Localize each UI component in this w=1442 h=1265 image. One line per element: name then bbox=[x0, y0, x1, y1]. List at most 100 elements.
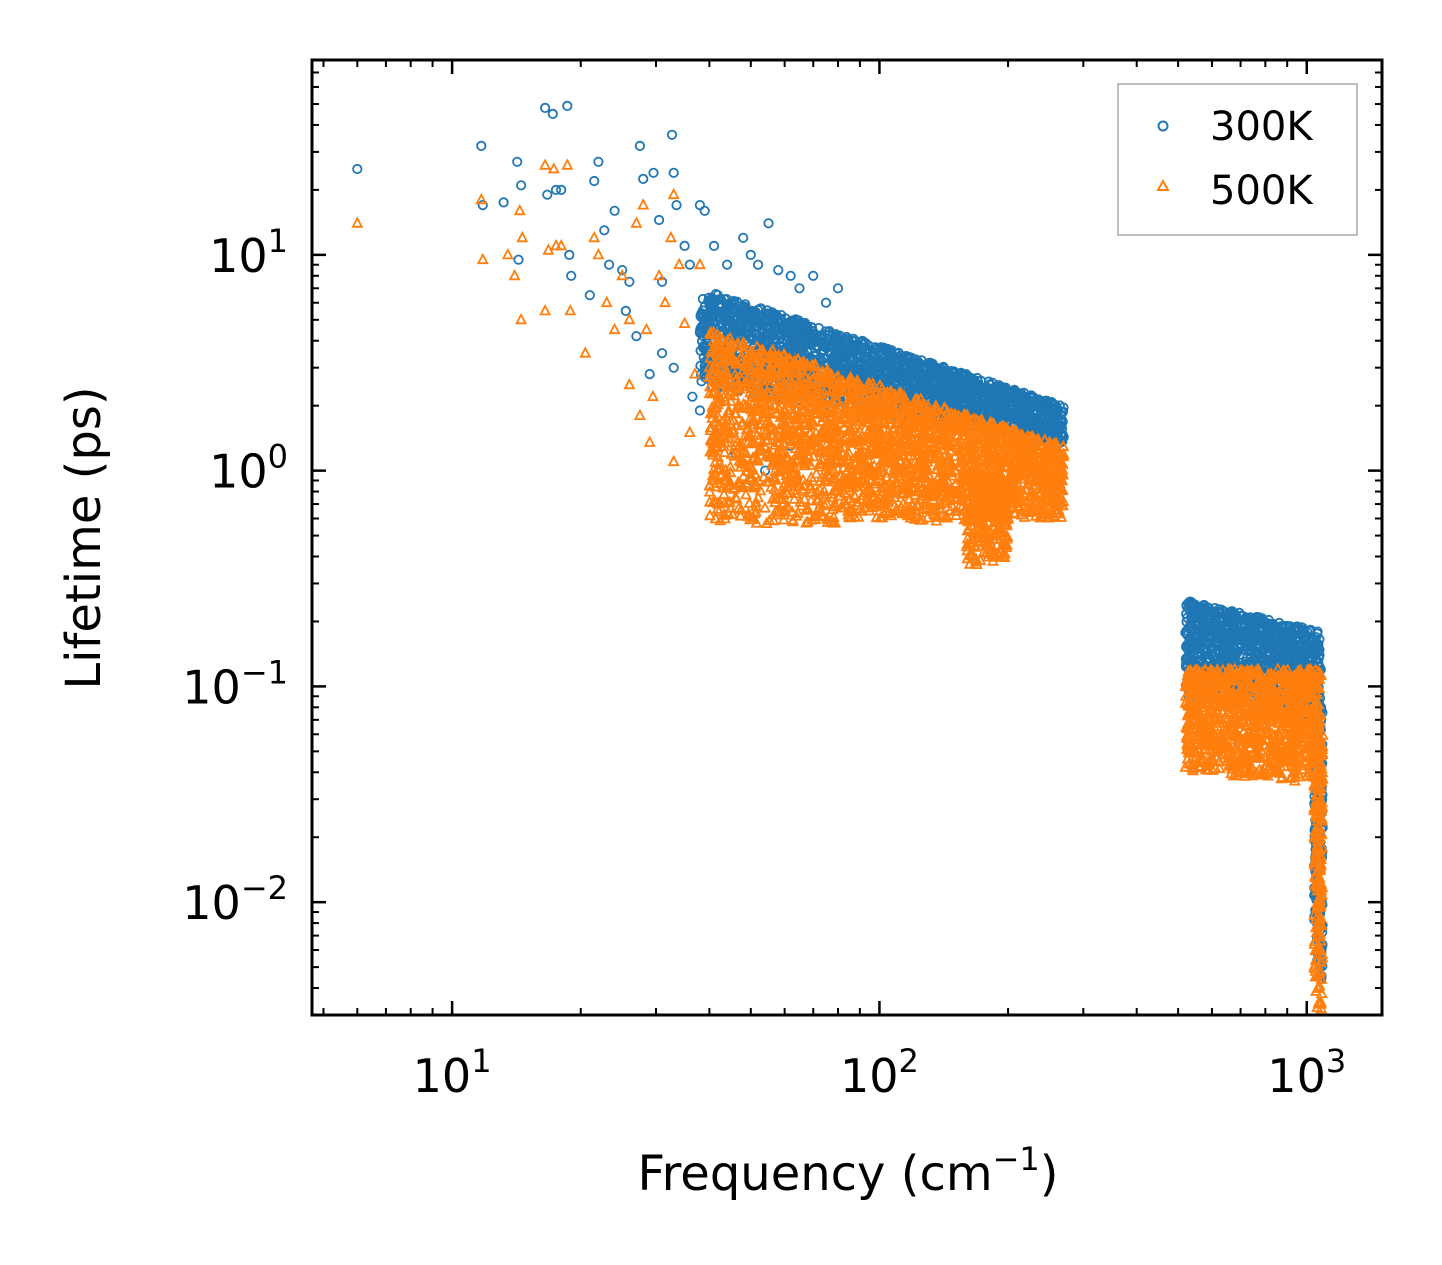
data-point-300k bbox=[687, 391, 698, 402]
data-point-300k bbox=[708, 306, 719, 317]
data-point-300k bbox=[954, 395, 965, 406]
data-point-300k bbox=[739, 334, 751, 345]
data-point-300k bbox=[1291, 631, 1303, 643]
data-point-500k bbox=[475, 192, 488, 205]
data-point-300k bbox=[668, 362, 679, 373]
data-point-300k bbox=[829, 356, 841, 368]
scatter-points bbox=[351, 100, 1329, 1014]
data-point-300k bbox=[1282, 653, 1293, 665]
data-point-300k bbox=[724, 312, 736, 323]
data-point-300k bbox=[854, 345, 865, 356]
data-point-500k bbox=[754, 350, 767, 362]
data-point-300k bbox=[883, 345, 895, 356]
data-point-300k bbox=[775, 332, 787, 343]
data-point-300k bbox=[1288, 653, 1300, 664]
data-point-500k bbox=[834, 489, 847, 501]
data-point-500k bbox=[588, 230, 601, 243]
data-point-300k bbox=[477, 200, 488, 211]
data-point-500k bbox=[788, 492, 801, 504]
data-point-500k bbox=[623, 312, 636, 325]
data-point-300k bbox=[711, 295, 722, 306]
data-point-300k bbox=[742, 318, 753, 329]
data-point-300k bbox=[512, 156, 523, 167]
data-point-300k bbox=[886, 355, 897, 366]
data-point-500k bbox=[954, 444, 967, 457]
data-point-300k bbox=[599, 225, 610, 236]
data-point-300k bbox=[895, 350, 906, 361]
data-point-300k bbox=[708, 240, 720, 251]
data-point-300k bbox=[1255, 651, 1267, 662]
data-point-300k bbox=[542, 189, 553, 200]
data-point-300k bbox=[788, 320, 800, 332]
data-point-300k bbox=[842, 334, 853, 345]
data-point-300k bbox=[767, 319, 779, 330]
data-point-300k bbox=[991, 395, 1002, 406]
data-point-300k bbox=[1256, 633, 1267, 644]
data-point-300k bbox=[1245, 623, 1256, 634]
data-point-300k bbox=[780, 331, 791, 342]
data-point-300k bbox=[748, 306, 760, 317]
data-point-300k bbox=[697, 293, 709, 305]
data-point-300k bbox=[837, 346, 848, 357]
data-point-300k bbox=[1198, 624, 1209, 636]
data-point-300k bbox=[476, 140, 487, 151]
data-point-500k bbox=[633, 408, 646, 421]
data-point-500k bbox=[508, 268, 521, 281]
data-point-300k bbox=[668, 167, 679, 178]
data-point-300k bbox=[1191, 618, 1202, 630]
data-point-500k bbox=[608, 322, 621, 335]
data-point-500k bbox=[667, 187, 680, 200]
data-point-300k bbox=[696, 308, 707, 319]
data-point-300k bbox=[794, 283, 805, 294]
data-point-500k bbox=[516, 230, 529, 243]
data-point-500k bbox=[787, 483, 800, 495]
data-point-500k bbox=[664, 230, 677, 243]
data-point-500k bbox=[724, 460, 737, 472]
data-point-300k bbox=[1187, 645, 1198, 657]
data-point-500k bbox=[804, 458, 817, 470]
data-point-300k bbox=[1192, 651, 1204, 663]
data-point-500k bbox=[476, 252, 489, 265]
data-point-300k bbox=[1218, 647, 1229, 659]
data-point-300k bbox=[1018, 418, 1029, 429]
data-point-500k bbox=[730, 432, 743, 444]
data-point-300k bbox=[1219, 632, 1230, 643]
data-point-300k bbox=[988, 397, 999, 408]
data-point-300k bbox=[954, 375, 965, 386]
data-point-300k bbox=[1009, 386, 1021, 397]
data-point-500k bbox=[777, 513, 790, 525]
data-point-500k bbox=[775, 388, 788, 400]
data-point-300k bbox=[1222, 609, 1233, 620]
data-point-300k bbox=[1058, 402, 1069, 413]
data-point-300k bbox=[656, 348, 668, 359]
data-point-300k bbox=[513, 254, 524, 265]
data-point-500k bbox=[703, 508, 716, 521]
data-point-300k bbox=[1301, 632, 1312, 643]
data-point-300k bbox=[1220, 637, 1231, 648]
data-point-300k bbox=[1264, 623, 1275, 634]
data-point-300k bbox=[694, 405, 706, 416]
data-point-300k bbox=[695, 324, 706, 335]
data-point-500k bbox=[828, 496, 841, 509]
data-point-500k bbox=[743, 496, 756, 508]
data-point-300k bbox=[1295, 641, 1306, 653]
data-point-500k bbox=[730, 492, 743, 504]
data-point-300k bbox=[603, 259, 615, 270]
data-point-300k bbox=[837, 340, 848, 351]
data-point-300k bbox=[1020, 405, 1032, 417]
data-point-300k bbox=[1055, 414, 1066, 425]
data-point-300k bbox=[539, 102, 551, 114]
data-point-300k bbox=[1313, 653, 1324, 664]
data-point-300k bbox=[961, 390, 973, 402]
data-point-300k bbox=[914, 370, 925, 381]
data-point-500k bbox=[809, 359, 822, 372]
data-point-500k bbox=[643, 435, 656, 447]
data-point-300k bbox=[865, 354, 877, 366]
data-point-300k bbox=[634, 140, 646, 151]
data-point-300k bbox=[1230, 625, 1241, 637]
data-point-300k bbox=[908, 357, 919, 369]
data-point-500k bbox=[653, 268, 666, 281]
data-point-300k bbox=[745, 249, 756, 260]
data-point-300k bbox=[959, 374, 970, 386]
data-point-300k bbox=[1201, 643, 1212, 654]
